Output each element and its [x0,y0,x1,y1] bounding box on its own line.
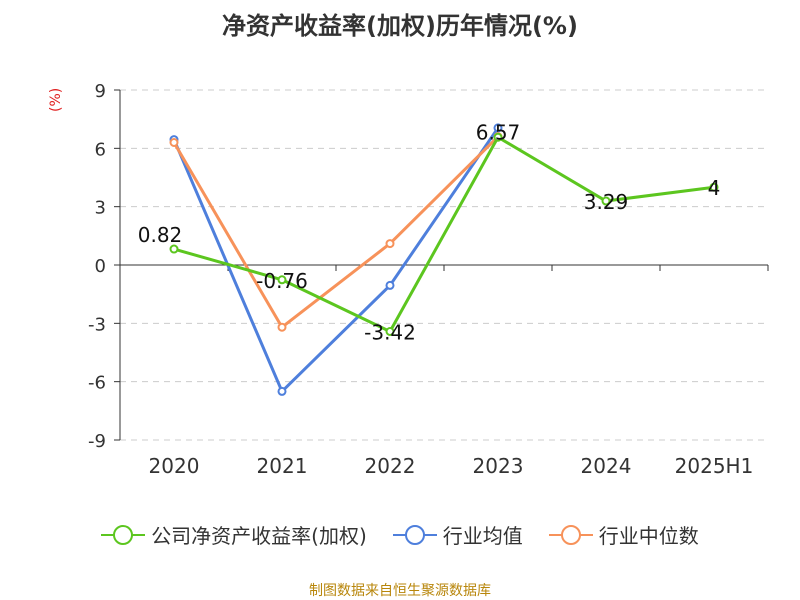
data-point [385,327,395,336]
data-point [277,322,287,332]
data-point [277,275,287,285]
y-tick-label: -9 [88,431,106,452]
legend-label-company: 公司净资产收益率(加权) [151,524,367,548]
data-point [169,138,179,147]
x-tick-label: 2022 [365,454,416,478]
y-tick-label: -6 [88,373,106,394]
data-label: 4 [708,176,721,200]
series-line-0 [173,135,715,333]
legend-marker-industry-mean [392,524,437,545]
data-point [169,244,179,254]
x-tick-label: 2021 [257,454,308,478]
data-label: -0.76 [256,269,308,293]
data-point [385,239,395,249]
data-source-note: 制图数据来自恒生聚源数据库 [309,583,491,599]
legend: 公司净资产收益率(加权) 行业均值 行业中位数 [0,520,800,549]
data-label: 3.29 [584,190,629,214]
y-tick-label: 9 [95,81,106,102]
line-chart: 9 6 3 0 -3 -6 -9 2020 2021 2022 2023 2024 2025H1 0.82… [88,81,769,478]
data-label: 0.82 [138,223,183,247]
y-tick-label: 0 [95,256,106,277]
legend-marker-company [101,524,146,545]
x-tick-label: 2020 [149,454,200,478]
legend-item-industry-median[interactable]: 行业中位数 [548,520,699,549]
data-point [709,182,719,192]
data-point [277,386,287,396]
legend-label-industry-mean: 行业均值 [442,524,523,548]
x-tick-label: 2025H1 [675,454,754,478]
x-tick-label: 2023 [473,454,524,478]
data-point [385,280,395,290]
y-tick-label: 3 [95,198,106,219]
series-line-2 [172,135,500,329]
legend-item-industry-mean[interactable]: 行业均值 [392,520,523,549]
y-tick-label: 6 [95,139,106,160]
data-point [493,132,503,142]
data-label: 6.57 [476,120,521,144]
chart-title: 净资产收益率(加权)历年情况(%) [222,12,578,40]
x-tick-label: 2024 [581,454,632,478]
legend-marker-industry-median [548,524,593,545]
legend-label-industry-median: 行业中位数 [598,524,699,548]
data-label: -3.42 [364,321,416,345]
data-point [493,123,503,133]
legend-item-company[interactable]: 公司净资产收益率(加权) [101,520,367,549]
series-line-1 [172,127,500,393]
y-tick-label: -3 [88,314,106,335]
data-point [601,196,611,206]
